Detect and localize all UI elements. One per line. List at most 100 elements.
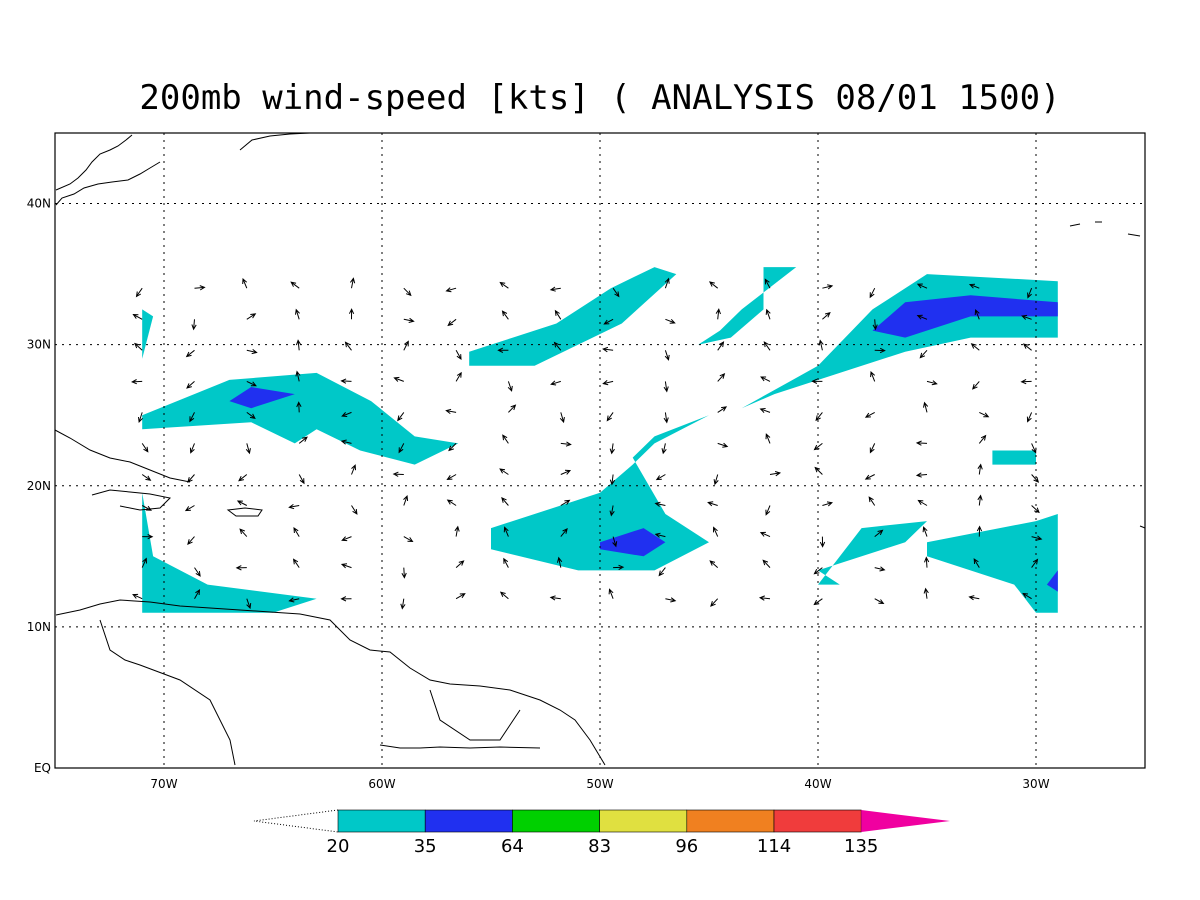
wind-vector-172 bbox=[665, 318, 676, 324]
wind-vector-38 bbox=[239, 528, 248, 537]
wind-region-35-64-10 bbox=[229, 387, 295, 409]
coast-nova-scotia bbox=[239, 132, 311, 151]
wind-vector-108 bbox=[138, 412, 143, 423]
wind-region-20-35-5 bbox=[142, 492, 317, 613]
wind-region-20-35-9 bbox=[927, 514, 1058, 613]
chart-title: 200mb wind-speed [kts] ( ANALYSIS 08/01 … bbox=[139, 78, 1061, 118]
lat-tick-label: 10N bbox=[27, 620, 51, 634]
wind-vector-163 bbox=[191, 319, 197, 331]
wind-vector-119 bbox=[717, 406, 728, 413]
wind-vector-113 bbox=[397, 412, 405, 422]
colorbar-swatch-3 bbox=[599, 809, 688, 833]
wind-vector-120 bbox=[759, 408, 771, 413]
wind-vector-79 bbox=[499, 468, 509, 475]
wind-vector-56 bbox=[236, 500, 248, 506]
wind-vector-182 bbox=[242, 277, 248, 289]
wind-vector-194 bbox=[869, 287, 876, 299]
wind-vector-78 bbox=[446, 474, 457, 480]
wind-vector-158 bbox=[874, 347, 886, 354]
wind-vector-135 bbox=[602, 380, 614, 386]
wind-vector-99 bbox=[609, 443, 615, 455]
wind-vector-188 bbox=[549, 286, 561, 292]
wind-vector-9 bbox=[608, 588, 614, 599]
wind-vector-136 bbox=[663, 381, 669, 393]
wind-speed-fills bbox=[142, 267, 1058, 613]
wind-vector-66 bbox=[765, 505, 771, 516]
coast-venezuela-inland bbox=[99, 619, 236, 766]
wind-vector-69 bbox=[917, 499, 928, 506]
lon-tick-label: 60W bbox=[368, 777, 395, 791]
wind-vector-143 bbox=[1020, 378, 1032, 385]
lat-lon-grid bbox=[55, 133, 1145, 768]
wind-vector-173 bbox=[715, 308, 721, 320]
wind-vector-191 bbox=[708, 281, 719, 289]
wind-vector-31 bbox=[813, 567, 823, 575]
coastlines bbox=[54, 132, 1146, 766]
wind-vector-37 bbox=[187, 536, 195, 545]
border-guianas bbox=[429, 689, 521, 741]
wind-vector-73 bbox=[187, 474, 195, 483]
colorbar-low-extend bbox=[253, 809, 339, 833]
wind-vector-57 bbox=[288, 503, 300, 510]
wind-vector-152 bbox=[553, 341, 562, 351]
wind-vector-140 bbox=[870, 371, 876, 382]
wind-region-20-35-2 bbox=[741, 274, 1058, 409]
wind-vectors bbox=[131, 277, 1043, 610]
wind-vector-28 bbox=[658, 567, 666, 577]
wind-vector-23 bbox=[401, 567, 407, 579]
colorbar-label: 35 bbox=[414, 836, 437, 857]
wind-vector-164 bbox=[246, 313, 257, 320]
wind-vector-24 bbox=[455, 560, 465, 568]
wind-vector-114 bbox=[445, 408, 457, 414]
wind-vector-2 bbox=[246, 598, 252, 610]
lat-tick-label: 40N bbox=[27, 197, 51, 211]
wind-vector-49 bbox=[819, 536, 826, 548]
wind-region-20-35-7 bbox=[818, 521, 927, 585]
wind-vector-18 bbox=[141, 557, 147, 568]
wind-vector-8 bbox=[549, 595, 561, 601]
wind-vector-60 bbox=[446, 499, 457, 506]
coast-cuba bbox=[54, 429, 191, 483]
wind-vector-51 bbox=[922, 526, 928, 537]
colorbar-label: 20 bbox=[327, 836, 350, 857]
colorbar-label: 64 bbox=[501, 836, 524, 857]
wind-vector-82 bbox=[655, 474, 666, 481]
wind-vector-132 bbox=[455, 371, 462, 382]
wind-vector-149 bbox=[403, 340, 409, 351]
wind-vector-52 bbox=[976, 525, 983, 537]
wind-vector-177 bbox=[916, 314, 928, 320]
map-frame bbox=[54, 132, 1146, 769]
wind-vector-187 bbox=[499, 281, 509, 289]
wind-vector-115 bbox=[508, 404, 517, 413]
colorbar: 20 35 64 83 96 114 135 bbox=[253, 809, 950, 857]
wind-vector-138 bbox=[760, 376, 771, 382]
colorbar-high-extend bbox=[861, 810, 950, 832]
wind-vector-117 bbox=[606, 412, 614, 422]
wind-vector-89 bbox=[1031, 474, 1040, 483]
wind-vector-142 bbox=[972, 381, 980, 390]
wind-vector-127 bbox=[186, 381, 195, 389]
wind-vector-133 bbox=[507, 381, 513, 392]
colorbar-swatch-5 bbox=[773, 809, 862, 833]
wind-vector-145 bbox=[185, 349, 195, 358]
wind-vector-16 bbox=[968, 595, 980, 601]
lon-tick-label: 40W bbox=[804, 777, 831, 791]
wind-vector-110 bbox=[246, 411, 256, 419]
wind-vector-64 bbox=[654, 501, 666, 507]
wind-vector-131 bbox=[393, 376, 404, 382]
wind-vector-156 bbox=[763, 341, 771, 351]
wind-region-20-35-4 bbox=[142, 309, 154, 359]
wind-vector-54 bbox=[141, 505, 153, 511]
wind-vector-160 bbox=[970, 343, 980, 351]
wind-region-20-35-3 bbox=[142, 372, 459, 465]
wind-vector-94 bbox=[340, 439, 352, 445]
wind-vector-26 bbox=[557, 556, 563, 568]
wind-vector-128 bbox=[246, 380, 257, 387]
wind-vector-154 bbox=[664, 350, 670, 361]
wind-vector-80 bbox=[560, 469, 572, 475]
wind-vector-84 bbox=[769, 471, 782, 477]
wind-vector-90 bbox=[141, 443, 149, 453]
wind-vector-181 bbox=[194, 285, 206, 291]
wind-vector-85 bbox=[814, 466, 823, 475]
wind-vector-3 bbox=[288, 597, 300, 603]
